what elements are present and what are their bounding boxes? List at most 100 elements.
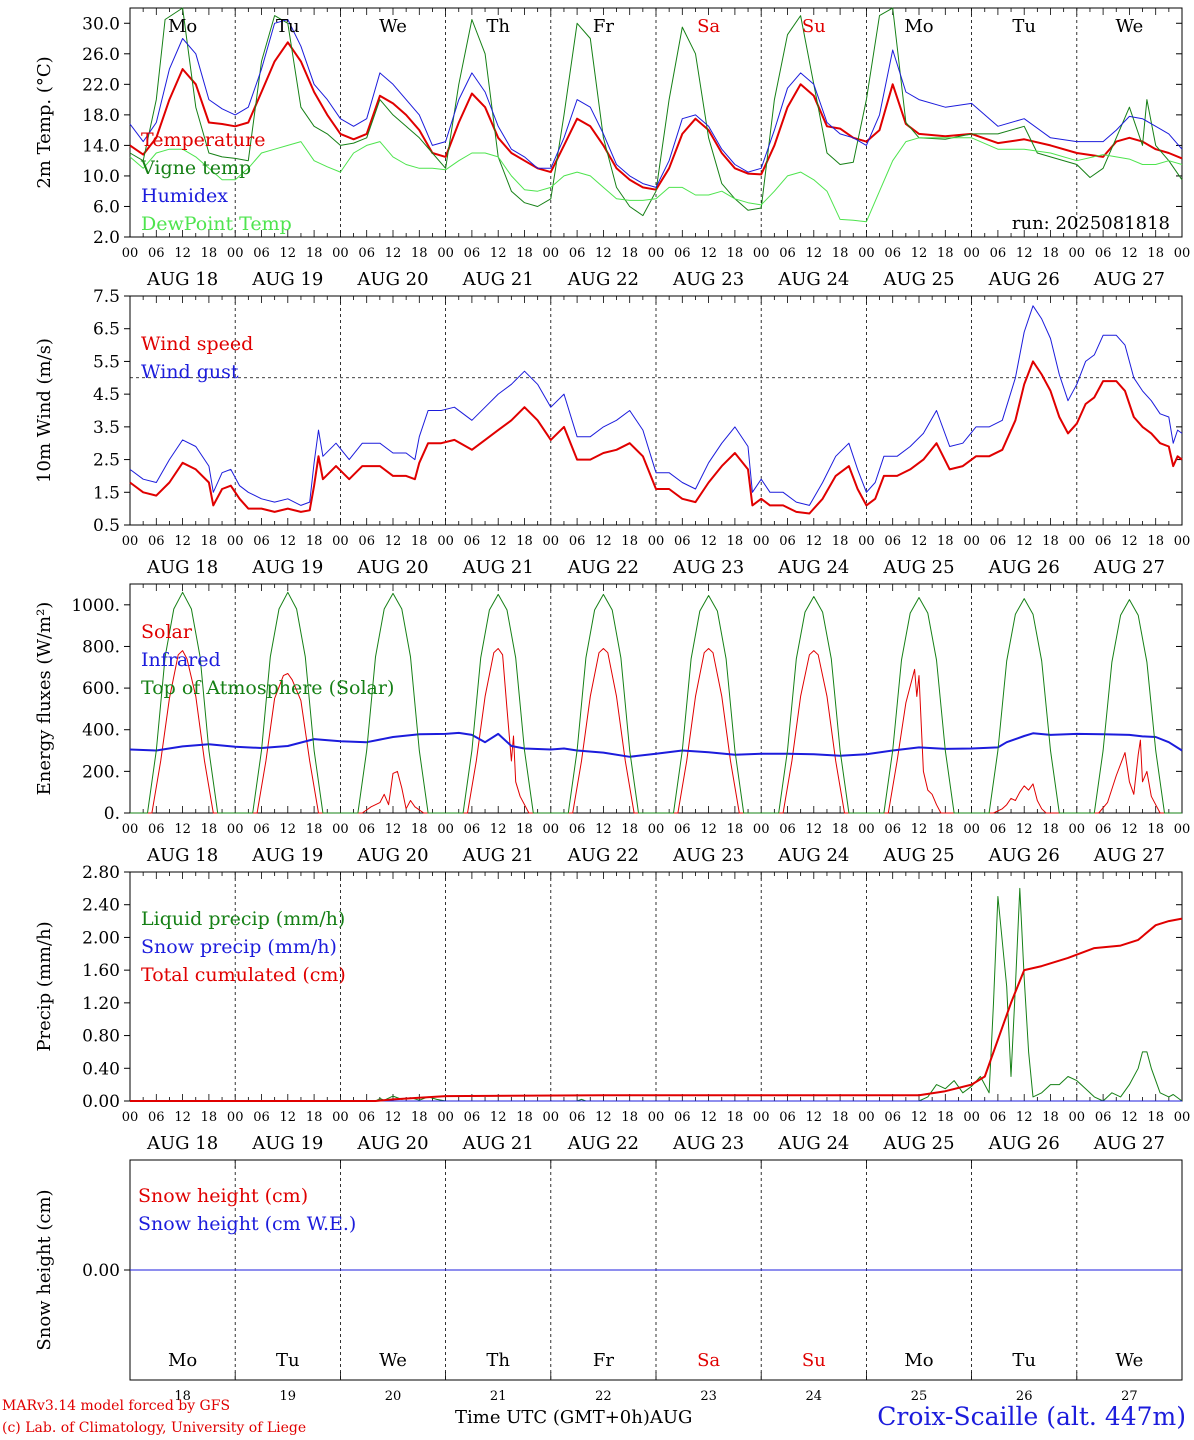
hour-label: 00 (332, 1110, 349, 1125)
day-label: Fr (593, 1350, 614, 1371)
hour-label: 06 (569, 822, 586, 837)
hour-label: 18 (1042, 534, 1059, 549)
day-label: Su (802, 16, 826, 37)
hour-label: 18 (516, 246, 533, 261)
hour-label: 00 (858, 246, 875, 261)
hour-label: 00 (858, 534, 875, 549)
hour-label: 00 (753, 246, 770, 261)
day-number: 27 (1121, 1389, 1138, 1404)
series-line (129, 731, 1183, 758)
hour-label: 12 (595, 1110, 612, 1125)
series-line (130, 648, 1182, 814)
hour-label: 00 (963, 822, 980, 837)
day-label: Sa (697, 16, 720, 37)
hour-label: 06 (253, 534, 270, 549)
day-number: 18 (174, 1389, 191, 1404)
date-label: AUG 27 (1093, 1133, 1165, 1154)
hour-label: 12 (174, 246, 191, 261)
hour-label: 06 (990, 246, 1007, 261)
day-label: Tu (276, 16, 300, 37)
date-label: AUG 18 (146, 845, 218, 866)
hour-label: 12 (911, 822, 928, 837)
hour-label: 06 (779, 822, 796, 837)
hour-label: 00 (437, 1110, 454, 1125)
run-annotation: run: 2025081818 (1012, 213, 1170, 234)
hour-label: 12 (700, 246, 717, 261)
hour-label: 06 (464, 822, 481, 837)
hour-label: 12 (490, 822, 507, 837)
hour-label: 00 (1174, 534, 1191, 549)
hour-label: 18 (516, 822, 533, 837)
hour-label: 12 (174, 534, 191, 549)
date-label: AUG 24 (777, 269, 849, 290)
panel-5: 0.00 Snow height (cm) Snow height (cm) Snow… (34, 1159, 1183, 1404)
hour-label: 06 (464, 1110, 481, 1125)
hour-label: 06 (464, 534, 481, 549)
hour-label: 12 (174, 1110, 191, 1125)
hour-label: 00 (227, 246, 244, 261)
hour-label: 18 (1147, 1110, 1164, 1125)
hour-label: 00 (122, 822, 139, 837)
date-label: AUG 22 (567, 557, 639, 578)
hour-label: 18 (621, 822, 638, 837)
date-label: AUG 22 (567, 1133, 639, 1154)
hour-label: 00 (648, 534, 665, 549)
hour-label: 00 (648, 246, 665, 261)
panel-3: 0. 200. 400. 600. 800. 1000. Energy fluxes (W/… (34, 583, 1190, 866)
y-tick-label: 0.5 (93, 516, 120, 536)
hour-label: 12 (1121, 246, 1138, 261)
y-tick-label: 1.5 (93, 483, 120, 503)
hour-label: 06 (253, 822, 270, 837)
y-tick-label: 200. (82, 762, 120, 782)
date-label: AUG 25 (882, 269, 954, 290)
date-label: AUG 25 (882, 845, 954, 866)
y-tick-label: 800. (82, 637, 120, 657)
hour-label: 06 (990, 534, 1007, 549)
day-label: Mo (168, 1350, 197, 1371)
hour-label: 18 (621, 534, 638, 549)
panel-1: 2.0 6.0 10.0 14.0 18.0 22.0 26.0 30.0 2m Temp. (… (34, 7, 1190, 290)
hour-label: 06 (569, 534, 586, 549)
hour-label: 06 (779, 534, 796, 549)
hour-label: 18 (937, 822, 954, 837)
date-label: AUG 18 (146, 269, 218, 290)
hour-label: 06 (884, 1110, 901, 1125)
hour-label: 12 (700, 534, 717, 549)
date-label: AUG 25 (882, 1133, 954, 1154)
y-tick-label: 5.5 (93, 352, 120, 372)
hour-label: 06 (674, 534, 691, 549)
day-label: We (1116, 16, 1144, 37)
y-tick-label: 1.20 (82, 994, 120, 1014)
legend-entry: Wind speed (141, 333, 253, 355)
hour-label: 06 (884, 534, 901, 549)
date-label: AUG 19 (251, 269, 323, 290)
date-label: AUG 24 (777, 1133, 849, 1154)
hour-label: 06 (148, 246, 165, 261)
hour-label: 00 (437, 246, 454, 261)
hour-label: 00 (963, 534, 980, 549)
hour-label: 12 (385, 1110, 402, 1125)
day-number: 20 (385, 1389, 402, 1404)
hour-label: 12 (806, 246, 823, 261)
month-label: AUG (649, 1407, 693, 1428)
series-line (129, 41, 1183, 191)
hour-label: 12 (1016, 822, 1033, 837)
hour-label: 18 (201, 1110, 218, 1125)
hour-label: 18 (306, 246, 323, 261)
series-line (129, 137, 1183, 223)
hour-label: 06 (253, 1110, 270, 1125)
date-label: AUG 19 (251, 557, 323, 578)
hour-label: 00 (1069, 822, 1086, 837)
hour-label: 00 (437, 822, 454, 837)
legend-entry: DewPoint Temp (141, 213, 292, 235)
hour-label: 18 (832, 822, 849, 837)
hour-label: 12 (595, 246, 612, 261)
day-number: 21 (490, 1389, 507, 1404)
date-label: AUG 20 (356, 269, 428, 290)
hour-label: 12 (1016, 534, 1033, 549)
hour-label: 18 (1042, 1110, 1059, 1125)
hour-label: 06 (884, 822, 901, 837)
y-tick-label: 6.0 (93, 197, 120, 217)
hour-label: 00 (858, 1110, 875, 1125)
